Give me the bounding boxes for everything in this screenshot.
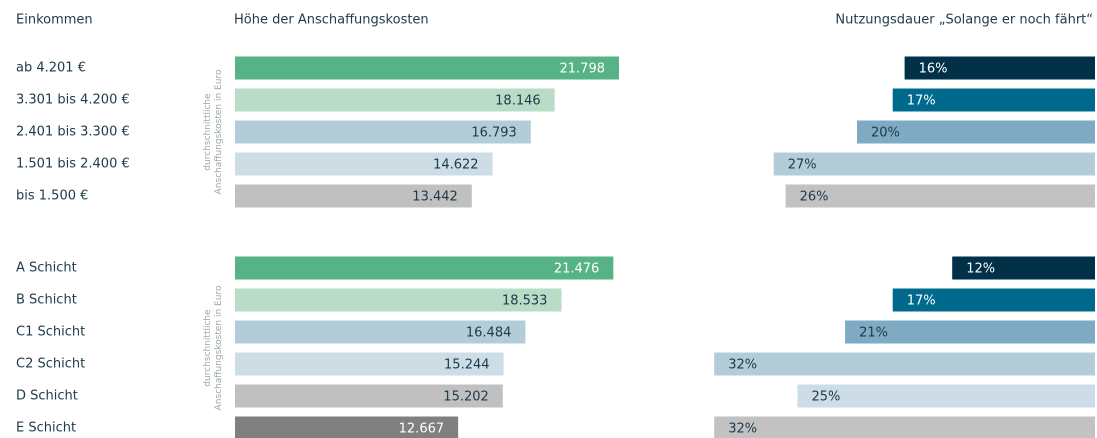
duration-label: 21%: [859, 326, 888, 341]
cost-bar: [235, 56, 619, 80]
duration-label: 20%: [871, 126, 900, 141]
header: Nutzungsdauer „Solange er noch fährt“: [835, 13, 1093, 28]
cost-label: 21.476: [554, 262, 600, 277]
y-axis-label-line: Anschaffungskosten in Euro: [214, 69, 224, 194]
cost-bar: [235, 416, 459, 438]
category-label: 3.301 bis 4.200 €: [16, 93, 130, 108]
cost-bar: [235, 384, 503, 408]
duration-bar: [952, 256, 1095, 280]
duration-label: 27%: [788, 158, 817, 173]
cost-label: 15.202: [443, 390, 489, 405]
cost-bar: [235, 88, 555, 112]
cost-label: 18.533: [502, 294, 548, 309]
duration-bar: [714, 416, 1095, 438]
duration-bar: [773, 152, 1095, 176]
duration-label: 17%: [907, 294, 936, 309]
cost-bar: [235, 256, 614, 280]
duration-label: 16%: [919, 62, 948, 77]
cost-label: 18.146: [495, 94, 541, 109]
y-axis-label: durchschnittliche Anschaffungskosten in E…: [203, 69, 224, 194]
cost-label: 15.244: [444, 358, 490, 373]
cost-bar: [235, 120, 531, 144]
y-axis-label: durchschnittliche Anschaffungskosten in E…: [203, 285, 224, 410]
y-axis-label-line: Anschaffungskosten in Euro: [214, 285, 224, 410]
cost-label: 21.798: [560, 62, 606, 77]
category-label: E Schicht: [16, 421, 76, 436]
duration-label: 12%: [966, 262, 995, 277]
category-label: D Schicht: [16, 389, 78, 404]
category-label: C1 Schicht: [16, 325, 85, 340]
category-label: 1.501 bis 2.400 €: [16, 157, 130, 172]
duration-label: 26%: [800, 190, 829, 205]
cost-label: 12.667: [399, 422, 445, 437]
duration-bar: [845, 320, 1095, 344]
header: Einkommen: [16, 13, 93, 28]
category-label: C2 Schicht: [16, 357, 85, 372]
category-label: bis 1.500 €: [16, 189, 88, 204]
duration-bar: [797, 384, 1095, 408]
duration-bar: [857, 120, 1095, 144]
category-label: A Schicht: [16, 261, 77, 276]
duration-bar: [714, 352, 1095, 376]
duration-label: 32%: [728, 422, 757, 437]
y-axis-label-line: durchschnittliche: [203, 93, 213, 171]
category-label: B Schicht: [16, 293, 77, 308]
y-axis-label-line: durchschnittliche: [203, 309, 213, 387]
cost-bar: [235, 352, 504, 376]
duration-bar: [785, 184, 1095, 208]
cost-bar: [235, 184, 472, 208]
cost-label: 14.622: [433, 158, 479, 173]
category-label: 2.401 bis 3.300 €: [16, 125, 130, 140]
cost-bar: [235, 320, 526, 344]
duration-label: 25%: [812, 390, 841, 405]
duration-label: 17%: [907, 94, 936, 109]
cost-label: 16.484: [466, 326, 512, 341]
cost-label: 16.793: [471, 126, 517, 141]
duration-bar: [892, 88, 1095, 112]
duration-bar: [892, 288, 1095, 312]
cost-bar: [235, 288, 562, 312]
cost-bar: [235, 152, 493, 176]
cost-label: 13.442: [412, 190, 458, 205]
duration-bar: [904, 56, 1095, 80]
duration-label: 32%: [728, 358, 757, 373]
category-label: ab 4.201 €: [16, 61, 86, 76]
header: Höhe der Anschaffungskosten: [234, 13, 429, 28]
